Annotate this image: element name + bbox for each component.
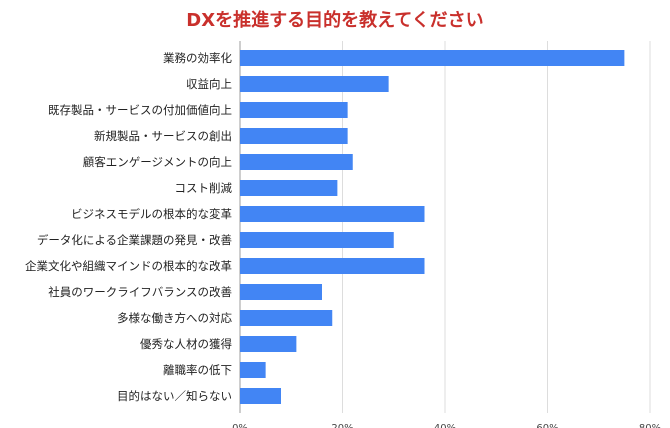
category-label: 企業文化や組織マインドの根本的な改革: [25, 259, 232, 273]
x-tick-label: 80%: [639, 423, 661, 428]
category-label: 社員のワークライフバランスの改善: [48, 285, 232, 299]
grid-lines: [239, 41, 651, 413]
bar: [240, 362, 266, 378]
x-tick-label: 60%: [536, 423, 558, 428]
category-label: 優秀な人材の獲得: [140, 337, 232, 351]
category-label: 離職率の低下: [163, 363, 232, 377]
x-tick-label: 40%: [434, 423, 456, 428]
category-label: 目的はない／知らない: [117, 389, 232, 403]
bar: [240, 128, 348, 144]
category-label: ビジネスモデルの根本的な変革: [71, 207, 232, 221]
x-tick-label: 0%: [232, 423, 248, 428]
bar: [240, 336, 297, 352]
bar: [240, 206, 425, 222]
category-label: 既存製品・サービスの付加価値向上: [48, 103, 232, 117]
bar: [240, 258, 425, 274]
category-label: 新規製品・サービスの創出: [94, 129, 232, 143]
bar: [240, 102, 348, 118]
bar: [240, 76, 389, 92]
bar: [240, 50, 625, 66]
bar: [240, 388, 281, 404]
category-label: 顧客エンゲージメントの向上: [83, 155, 232, 169]
x-tick-labels: 0% 20% 40% 60% 80%: [232, 423, 661, 428]
category-label: 収益向上: [186, 77, 232, 91]
category-labels: 業務の効率化収益向上既存製品・サービスの付加価値向上新規製品・サービスの創出顧客…: [25, 51, 232, 403]
bar: [240, 180, 338, 196]
category-label: データ化による企業課題の発見・改善: [37, 233, 232, 247]
bars: [240, 50, 625, 404]
bar: [240, 310, 333, 326]
category-label: 多様な働き方への対応: [117, 311, 232, 325]
chart-title: DXを推進する目的を教えてください: [186, 10, 484, 31]
bar: [240, 232, 394, 248]
category-label: 業務の効率化: [163, 51, 232, 65]
x-tick-label: 20%: [331, 423, 353, 428]
bar: [240, 284, 322, 300]
bar: [240, 154, 353, 170]
category-label: コスト削減: [175, 181, 233, 195]
